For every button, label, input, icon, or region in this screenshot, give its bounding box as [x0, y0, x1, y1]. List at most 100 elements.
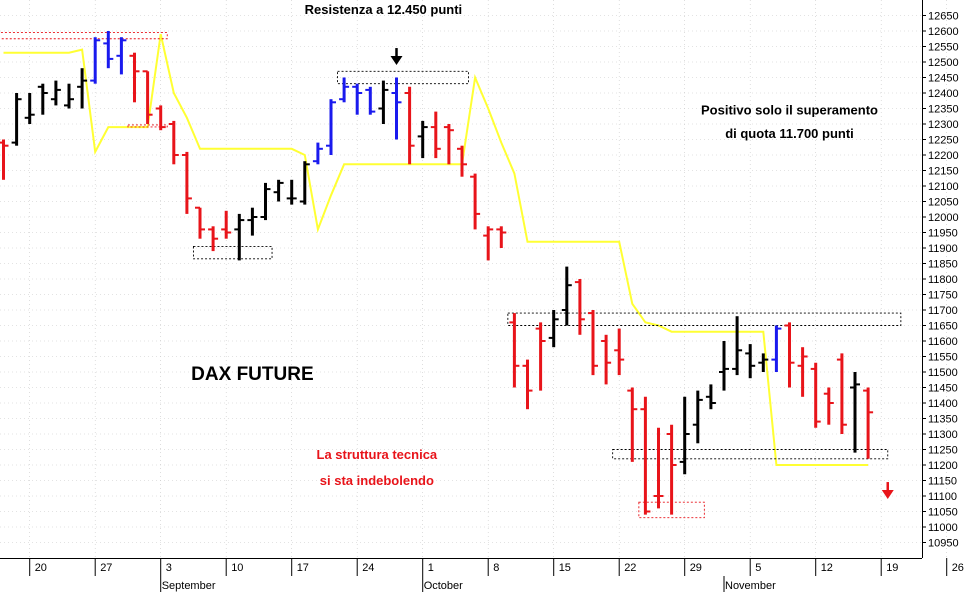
y-tick-label: 12150 [928, 166, 959, 178]
y-tick-label: 12600 [928, 26, 959, 38]
ohlc-bar [208, 226, 219, 252]
ohlc-bar [719, 341, 729, 391]
ohlc-bar [836, 353, 847, 434]
ohlc-bar [784, 322, 795, 388]
chart-title: DAX FUTURE [191, 364, 313, 385]
x-tick-label: 3 [166, 562, 172, 574]
x-tick-label: 1 [428, 562, 434, 574]
ohlc-bar [653, 427, 664, 509]
y-tick-label: 11700 [928, 305, 958, 317]
ohlc-bar [758, 353, 769, 372]
ohlc-bar [470, 173, 481, 230]
ohlc-bar [142, 70, 153, 124]
ohlc-bar [850, 372, 860, 453]
zone-box [337, 70, 469, 85]
x-tick-label: 8 [493, 562, 499, 574]
ohlc-bar [116, 37, 127, 75]
x-tick-label: 17 [297, 562, 309, 574]
arrow-head [390, 56, 403, 66]
ohlc-bar [561, 266, 572, 326]
ohlc-bar [195, 206, 205, 239]
ohlc-bar [299, 161, 310, 205]
ohlc-bar [312, 142, 323, 165]
y-tick-label: 10950 [928, 538, 959, 550]
x-tick-label: 26 [952, 562, 964, 574]
ohlc-bar [326, 99, 336, 155]
ohlc-bar [745, 344, 756, 379]
ohlc-bar [496, 226, 507, 248]
y-tick-label: 11600 [928, 336, 958, 348]
y-tick-label: 11150 [928, 476, 957, 488]
ohlc-bar [37, 83, 48, 115]
ohlc-bar [430, 111, 441, 159]
zone-box [0, 32, 168, 40]
y-tick-label: 12300 [928, 119, 959, 131]
annotation-text: La struttura tecnica [317, 447, 438, 462]
y-tick-label: 12450 [928, 73, 959, 85]
ohlc-bar [810, 362, 821, 428]
annotation-text: Resistenza a 12.450 punti [305, 2, 463, 17]
ohlc-bar [666, 424, 677, 515]
ohlc-bar [155, 105, 166, 131]
annotation-text: Positivo solo il superamento [701, 103, 878, 118]
x-tick-label: 19 [886, 562, 898, 574]
ohlc-bar [640, 396, 651, 515]
x-tick-label: 10 [231, 562, 243, 574]
y-tick-label: 12550 [928, 42, 959, 54]
ohlc-bar [181, 151, 192, 214]
x-tick-label: 15 [559, 562, 571, 574]
ohlc-bar [0, 139, 9, 180]
annotation-text: si sta indebolendo [320, 473, 434, 488]
y-tick-label: 11000 [928, 522, 958, 534]
ohlc-bar [863, 387, 874, 459]
y-tick-label: 12500 [928, 57, 959, 69]
x-tick-label: 12 [821, 562, 833, 574]
y-tick-label: 11050 [928, 507, 958, 519]
ohlc-bar [705, 384, 716, 410]
month-label: November [725, 580, 776, 592]
y-tick-label: 11200 [928, 460, 958, 472]
arrow-down-icon [390, 48, 403, 66]
zone-box [127, 124, 168, 128]
y-tick-label: 12400 [928, 88, 959, 100]
zone-box [507, 312, 902, 326]
zone-box [192, 245, 273, 260]
ohlc-bar [483, 226, 494, 261]
y-tick-label: 11250 [928, 445, 958, 457]
ohlc-bar [221, 210, 232, 239]
x-tick-label: 29 [690, 562, 702, 574]
ohlc-bar [548, 310, 559, 348]
ohlc-bar [574, 279, 585, 335]
x-tick-label: 5 [755, 562, 761, 574]
x-tick-label: 22 [624, 562, 636, 574]
y-tick-label: 12000 [928, 212, 959, 224]
x-tick-label: 20 [35, 562, 47, 574]
ohlc-bar [365, 86, 376, 115]
ohlc-bar [588, 310, 598, 376]
zones [0, 32, 902, 519]
y-tick-label: 11400 [928, 398, 958, 410]
ohlc-bar [404, 86, 415, 165]
x-tick-label: 24 [362, 562, 374, 574]
y-tick-label: 12250 [928, 135, 959, 147]
y-tick-label: 12650 [928, 11, 959, 23]
ohlc-bar [732, 316, 743, 376]
ohlc-bar [339, 77, 350, 103]
ohlc-bar [692, 390, 703, 444]
y-tick-label: 11100 [928, 491, 957, 503]
ohlc-bars [0, 31, 874, 515]
y-tick-label: 11800 [928, 274, 958, 286]
y-tick-label: 11850 [928, 259, 958, 271]
y-tick-label: 12100 [928, 181, 959, 193]
ohlc-bar [457, 145, 467, 177]
month-label: October [424, 580, 463, 592]
y-tick-label: 11950 [928, 228, 958, 240]
ohlc-bar [509, 313, 520, 388]
ohlc-bar [11, 93, 22, 146]
arrow-down-icon [881, 482, 894, 500]
y-tick-label: 11350 [928, 414, 958, 426]
arrow-head [881, 490, 894, 500]
ohlc-bar [522, 359, 533, 410]
ohlc-bar [771, 325, 782, 372]
